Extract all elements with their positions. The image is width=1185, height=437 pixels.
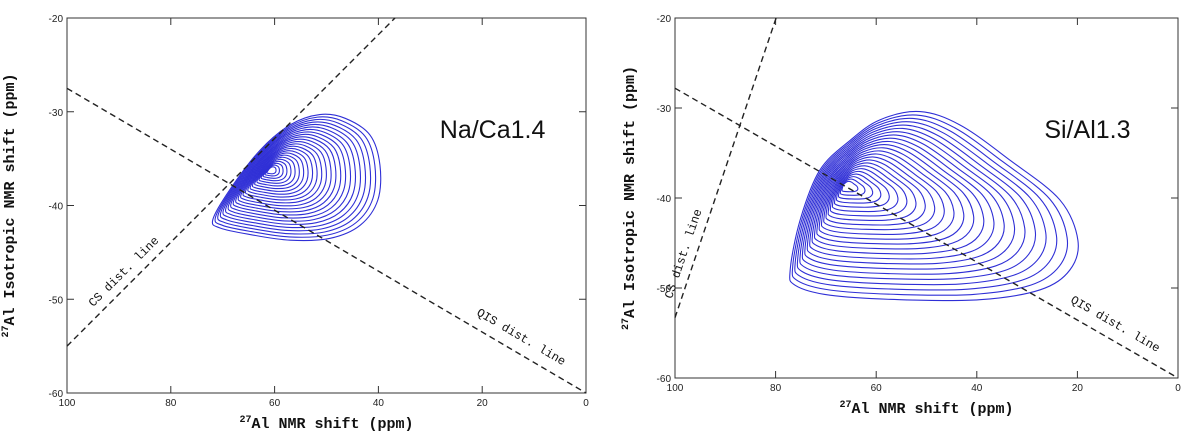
y-tick-label: -50	[657, 284, 672, 295]
contour-line	[839, 178, 866, 196]
x-tick-label: 100	[667, 383, 684, 394]
contour-line	[219, 121, 366, 232]
x-axis-label-sup: 27	[239, 415, 251, 426]
contour-line	[791, 114, 1069, 296]
x-tick-label: 20	[1072, 383, 1084, 394]
line-label: QIS dist. line	[474, 306, 568, 369]
contour-line	[804, 131, 1016, 270]
contour-line	[827, 162, 917, 222]
y-tick-label: -60	[657, 374, 672, 385]
contour-line	[837, 176, 874, 200]
x-axis-label: 27Al NMR shift (ppm)	[239, 415, 413, 433]
contour-line	[831, 168, 899, 213]
contour-line	[254, 154, 300, 190]
x-tick-label: 0	[1175, 383, 1181, 394]
contour-line	[225, 126, 356, 225]
x-tick-label: 100	[59, 398, 76, 409]
contour-line	[242, 143, 323, 204]
contour-line	[222, 123, 361, 229]
y-axis-label-sup: 27	[621, 318, 632, 330]
contour-line	[244, 145, 318, 201]
x-tick-label: 40	[971, 383, 983, 394]
dist-line	[66, 17, 396, 347]
contour-line	[211, 113, 382, 242]
y-tick-label: -50	[49, 295, 64, 306]
contour-line	[235, 136, 337, 213]
x-axis-label-text: Al NMR shift (ppm)	[851, 401, 1013, 418]
dist-line	[66, 87, 587, 394]
line-label: CS dist. line	[86, 234, 162, 310]
x-tick-label: 80	[165, 398, 177, 409]
contour-line	[227, 128, 352, 222]
y-axis-label: 27Al Isotropic NMR shift (ppm)	[621, 66, 639, 330]
y-axis-label-sup: 27	[1, 326, 12, 338]
x-tick-label: 60	[269, 398, 281, 409]
y-tick-label: -60	[49, 389, 64, 400]
contour-line	[247, 147, 314, 198]
contour-line	[813, 144, 975, 250]
contour-line	[818, 150, 955, 240]
x-tick-label: 0	[583, 398, 589, 409]
line-label: CS dist. line	[662, 207, 705, 300]
y-axis-label: 27Al Isotropic NMR shift (ppm)	[1, 73, 19, 337]
contour-line	[258, 158, 292, 184]
y-tick-label: -40	[657, 194, 672, 205]
dist-line	[674, 17, 777, 318]
y-tick-label: -30	[657, 104, 672, 115]
x-tick-label: 20	[477, 398, 489, 409]
contour-line	[232, 133, 342, 216]
contour-line	[833, 170, 890, 208]
y-tick-label: -30	[49, 108, 64, 119]
y-tick-label: -20	[49, 14, 64, 25]
contour-line	[801, 127, 1026, 275]
panel: 100 80 60 40 20 0 -20 -30 -40 -50 -60 CS dist. line…	[621, 14, 1181, 418]
y-axis-label-text: Al Isotropic NMR shift (ppm)	[622, 66, 639, 318]
contour-line	[789, 110, 1079, 302]
contour-line	[262, 162, 284, 179]
contour-line	[811, 140, 985, 255]
x-axis-label-text: Al NMR shift (ppm)	[251, 416, 413, 433]
contour-line	[823, 156, 936, 231]
contour-line	[240, 140, 327, 207]
x-tick-label: 60	[871, 383, 883, 394]
contour-line	[816, 147, 965, 245]
x-axis-label: 27Al NMR shift (ppm)	[839, 400, 1013, 418]
contour-line	[214, 116, 377, 238]
x-tick-label: 40	[373, 398, 385, 409]
contour-line	[829, 165, 908, 217]
contour-line	[251, 152, 305, 192]
panel: 100 80 60 40 20 0 -20 -30 -40 -50 -60 CS dist. line…	[1, 14, 589, 433]
contour-line	[799, 124, 1037, 281]
contour-line	[835, 173, 882, 204]
y-axis-label-text: Al Isotropic NMR shift (ppm)	[2, 73, 19, 325]
y-tick-label: -40	[49, 202, 64, 213]
dist-line	[674, 87, 1179, 379]
annotation: Na/Ca1.4	[440, 116, 546, 144]
contour-line	[230, 131, 347, 219]
contour-line	[841, 180, 859, 193]
contour-line	[266, 166, 277, 175]
contour-line	[794, 117, 1058, 291]
x-axis-label-sup: 27	[839, 400, 851, 411]
x-tick-label: 80	[770, 383, 782, 394]
contour-line	[825, 159, 926, 226]
annotation: Si/Al1.3	[1044, 116, 1130, 144]
contour-line	[796, 121, 1047, 286]
contour-line	[820, 153, 945, 235]
contour-line	[256, 156, 296, 187]
contour-line	[260, 160, 288, 182]
contour-line	[806, 134, 1005, 265]
contour-line	[237, 138, 332, 210]
contour-line	[809, 137, 995, 260]
y-tick-label: -20	[657, 14, 672, 25]
contour-line	[264, 164, 280, 177]
contour-line	[249, 150, 309, 195]
line-label: QIS dist. line	[1068, 293, 1162, 355]
